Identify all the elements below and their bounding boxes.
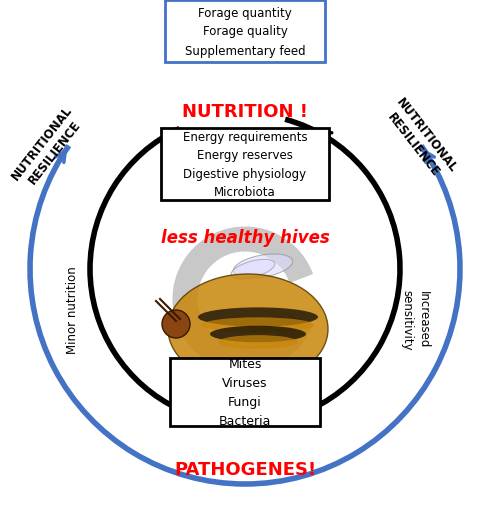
Ellipse shape	[233, 254, 293, 278]
FancyBboxPatch shape	[170, 358, 320, 426]
Text: Increased
sensitivity: Increased sensitivity	[400, 289, 430, 350]
FancyBboxPatch shape	[161, 129, 329, 201]
Ellipse shape	[202, 318, 314, 333]
Text: NUTRITIONAL
RESILIENCE: NUTRITIONAL RESILIENCE	[9, 103, 87, 192]
Ellipse shape	[198, 308, 318, 327]
Text: Mites
Viruses
Fungi
Bacteria: Mites Viruses Fungi Bacteria	[219, 357, 271, 427]
Ellipse shape	[218, 335, 298, 349]
Text: less healthy hives: less healthy hives	[161, 229, 329, 246]
Ellipse shape	[231, 260, 275, 279]
FancyBboxPatch shape	[165, 1, 325, 63]
Text: Minor nutrition: Minor nutrition	[66, 266, 78, 353]
Text: NUTRITION !: NUTRITION !	[182, 103, 308, 121]
Ellipse shape	[210, 326, 306, 343]
Text: Forage quantity
Forage quality
Supplementary feed: Forage quantity Forage quality Supplemen…	[185, 7, 305, 58]
Ellipse shape	[168, 274, 328, 384]
Ellipse shape	[162, 310, 190, 338]
Text: NUTRITIONAL
RESILIENCE: NUTRITIONAL RESILIENCE	[381, 95, 459, 184]
Text: Energy requirements
Energy reserves
Digestive physiology
Microbiota: Energy requirements Energy reserves Dige…	[183, 130, 307, 199]
Text: PATHOGENES!: PATHOGENES!	[174, 460, 316, 478]
